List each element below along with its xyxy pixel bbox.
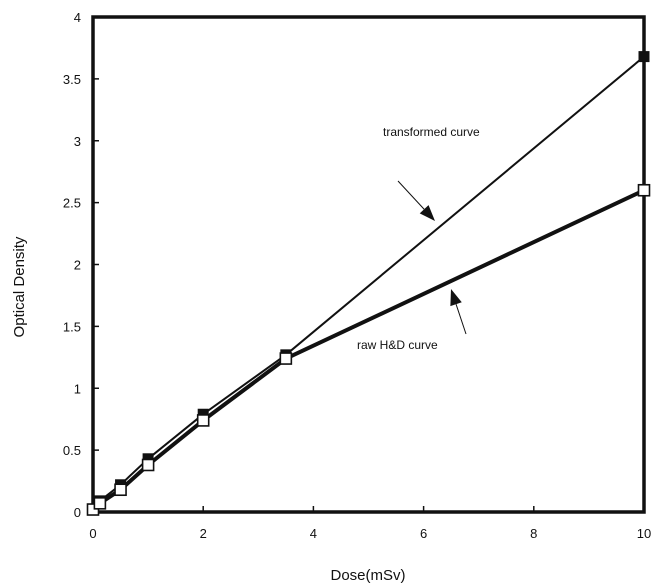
annotation-leader xyxy=(455,304,467,335)
y-tick-label: 2.5 xyxy=(63,196,81,211)
annotation-label: transformed curve xyxy=(383,125,480,139)
x-axis-label: Dose(mSv) xyxy=(330,567,405,584)
series-markers xyxy=(86,51,651,516)
y-tick-label: 0.5 xyxy=(63,443,81,458)
arrow-head-icon xyxy=(450,289,462,307)
data-point-raw xyxy=(637,183,651,197)
data-point-raw xyxy=(114,483,127,497)
y-tick-label: 1.5 xyxy=(63,319,81,334)
x-tick-label: 4 xyxy=(310,526,317,541)
y-axis-label: Optical Density xyxy=(11,236,28,337)
data-point-raw xyxy=(196,414,210,427)
annotation-label: raw H&D curve xyxy=(357,338,438,352)
series-lines xyxy=(91,55,645,511)
y-axis-ticks: 0 0.5 1 1.5 2 2.5 3 3.5 4 xyxy=(63,10,99,520)
arrow-head-icon xyxy=(419,205,435,221)
y-tick-label: 3 xyxy=(74,134,81,149)
y-tick-label: 3.5 xyxy=(63,72,81,87)
x-tick-label: 2 xyxy=(200,526,207,541)
y-tick-label: 0 xyxy=(74,505,81,520)
y-tick-label: 2 xyxy=(74,258,81,273)
data-point-transformed xyxy=(638,51,650,63)
y-tick-label: 1 xyxy=(74,381,81,396)
annotations: transformed curve raw H&D curve xyxy=(357,125,480,352)
data-point-raw xyxy=(279,352,293,365)
x-tick-label: 0 xyxy=(89,526,96,541)
annotation-leader xyxy=(397,180,425,210)
x-tick-label: 8 xyxy=(530,526,537,541)
x-axis-ticks: 0 2 4 6 8 10 xyxy=(89,506,651,541)
x-tick-label: 10 xyxy=(637,526,651,541)
data-point-raw xyxy=(141,458,155,472)
data-point-raw xyxy=(93,497,107,510)
x-tick-label: 6 xyxy=(420,526,427,541)
y-tick-label: 4 xyxy=(74,10,81,25)
